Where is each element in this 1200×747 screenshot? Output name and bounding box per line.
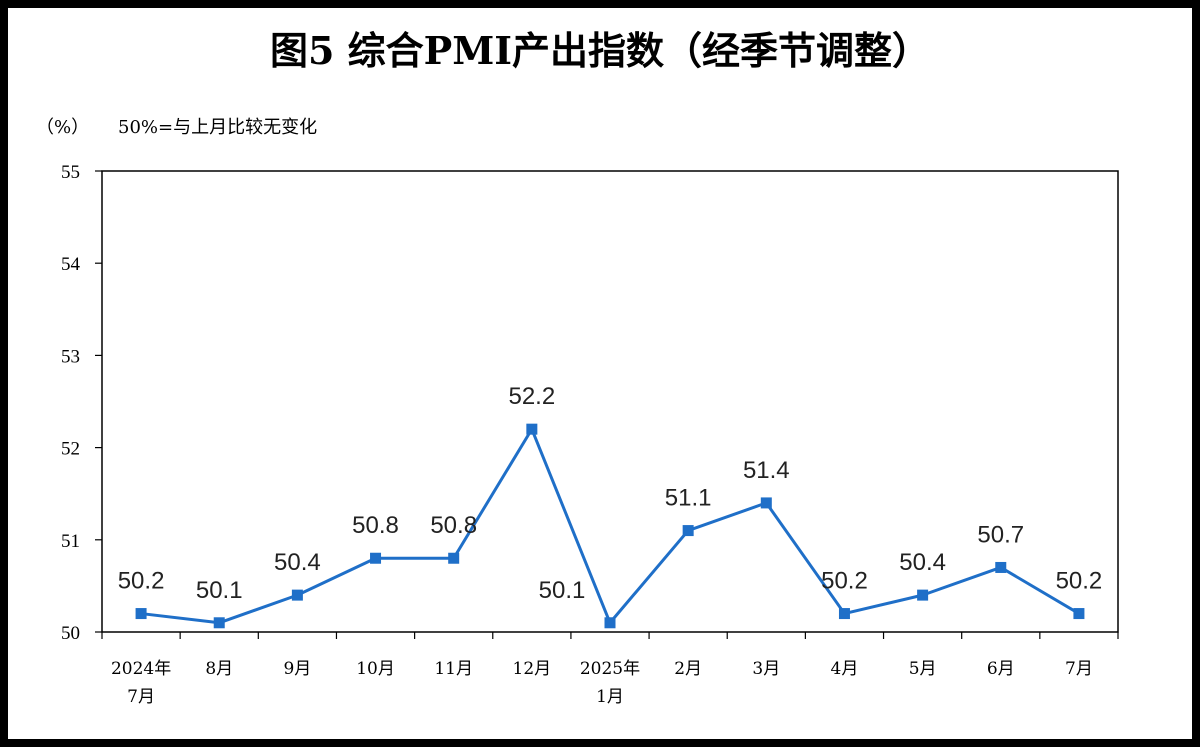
y-axis: 50 51 52 53 54 55 [61, 162, 102, 644]
y-tick-label: 52 [61, 439, 80, 460]
data-label: 51.4 [743, 457, 790, 484]
data-point [838, 608, 850, 620]
y-tick-label: 54 [61, 254, 81, 275]
x-tick-label: 7月 [1065, 659, 1093, 679]
data-point [213, 617, 225, 629]
data-point [682, 525, 694, 537]
x-tick-label: 4月 [831, 659, 859, 679]
y-tick-label: 50 [61, 623, 80, 644]
data-point [1073, 608, 1085, 620]
line-chart: 图5 综合PMI产出指数（经季节调整） （%） 50%=与上月比较无变化 505… [36, 28, 1119, 707]
x-tick-label: 6月 [987, 659, 1015, 679]
data-label: 50.4 [899, 549, 946, 576]
y-axis-unit: （%） [36, 117, 89, 138]
plot-area [101, 170, 1119, 633]
x-tick-label: 11月 [434, 659, 473, 679]
data-label: 50.7 [977, 521, 1024, 548]
x-tick-label: 10月 [356, 659, 395, 679]
y-tick-label: 51 [61, 531, 80, 552]
data-label: 52.2 [508, 383, 555, 410]
data-label: 50.1 [539, 577, 586, 604]
chart-title: 图5 综合PMI产出指数（经季节调整） [270, 28, 930, 73]
x-tick-label: 9月 [283, 659, 311, 679]
data-label: 50.8 [352, 512, 399, 539]
data-point [291, 589, 303, 601]
data-label: 50.2 [821, 568, 868, 595]
x-axis: 2024年 7月 8月 9月 10月 11月 12月 2025年 1月 2月 3月 4月 5月 6月 7月 [101, 632, 1119, 707]
x-tick-label: 1月 [596, 687, 624, 707]
y-tick-label: 53 [61, 346, 80, 367]
y-tick-label: 55 [61, 162, 80, 183]
data-point [760, 497, 772, 509]
series-line [140, 427, 1080, 625]
data-label: 50.2 [118, 568, 165, 595]
data-point [370, 552, 382, 564]
data-point [995, 561, 1007, 573]
x-tick-label: 5月 [909, 659, 937, 679]
data-label: 51.1 [665, 485, 712, 512]
series-composite-pmi [135, 423, 1085, 629]
x-tick-label: 12月 [513, 659, 552, 679]
data-point [135, 608, 147, 620]
x-tick-label: 2月 [674, 659, 702, 679]
data-point [448, 552, 460, 564]
data-label: 50.4 [274, 549, 321, 576]
x-tick-label: 2024年 [111, 659, 171, 679]
chart-frame: 图5 综合PMI产出指数（经季节调整） （%） 50%=与上月比较无变化 50 5… [8, 8, 1192, 739]
data-label: 50.1 [196, 577, 243, 604]
x-tick-label: 3月 [752, 659, 780, 679]
data-point [917, 589, 929, 601]
x-tick-label: 2025年 [580, 659, 640, 679]
x-tick-label: 8月 [205, 659, 233, 679]
data-label: 50.8 [430, 512, 477, 539]
x-tick-label: 7月 [127, 687, 155, 707]
data-point [604, 617, 616, 629]
chart-note: 50%=与上月比较无变化 [118, 117, 317, 138]
data-label: 50.2 [1056, 568, 1103, 595]
data-labels: 50.2 50.1 50.4 50.8 50.8 52.2 50.1 51.1 51.4 50.2… [118, 383, 1103, 604]
data-point [526, 423, 538, 435]
